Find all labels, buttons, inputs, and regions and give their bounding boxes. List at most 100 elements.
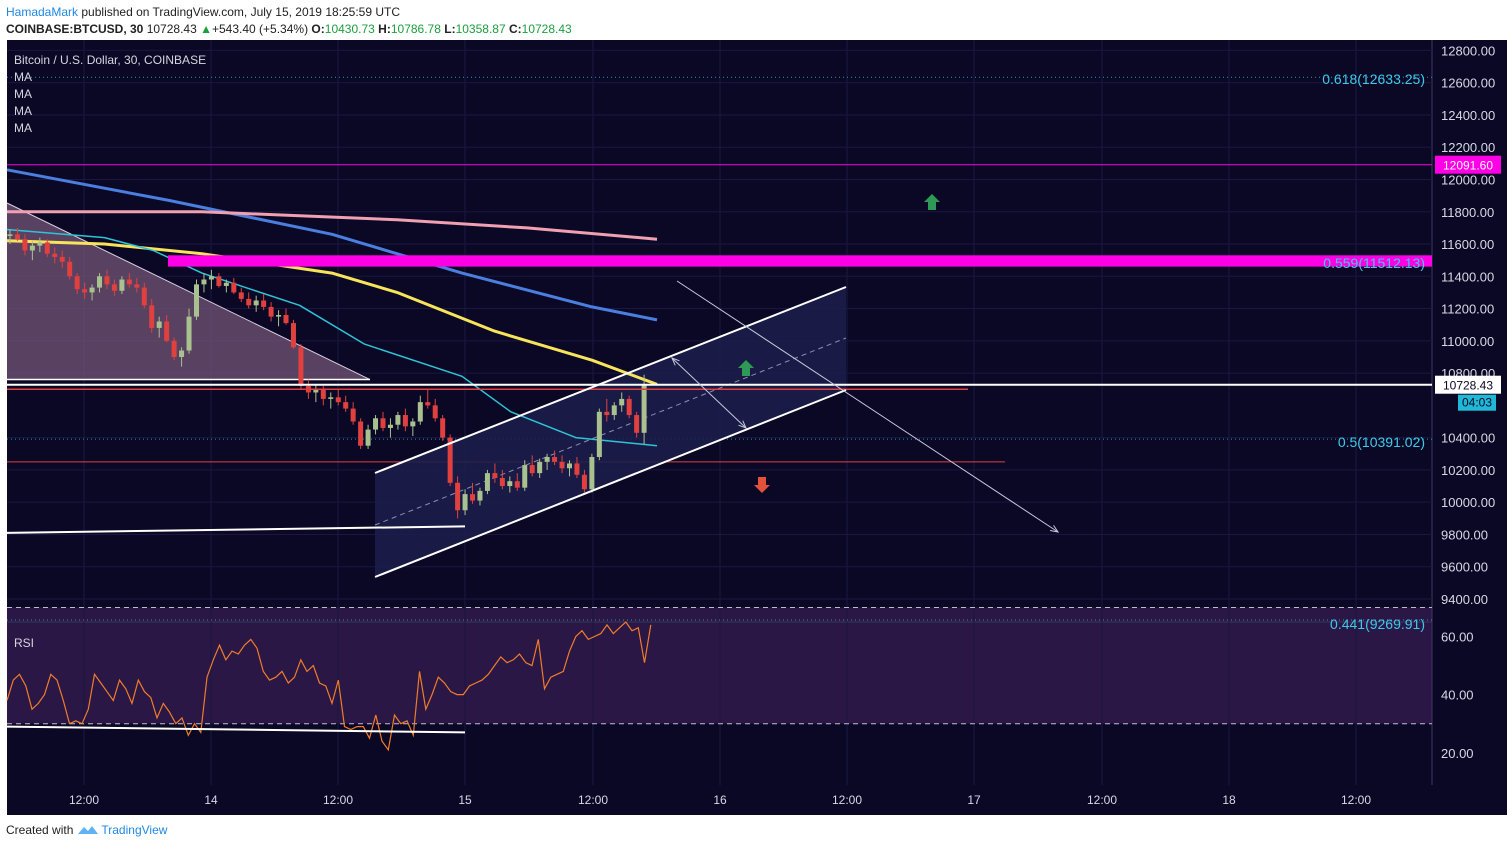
triangle-top-line	[6, 202, 371, 381]
candle-up	[186, 316, 192, 351]
high-label: H:	[378, 22, 391, 36]
price-change: +543.40 (+5.34%)	[212, 22, 309, 36]
level-price-label: 12091.60	[1443, 159, 1493, 173]
candle-down	[238, 292, 244, 299]
moving-average-cyan	[6, 228, 658, 447]
candle-down	[335, 397, 341, 403]
candle-up	[410, 421, 416, 427]
candle-up	[328, 397, 334, 399]
candle-up	[7, 234, 13, 236]
time-tick-label: 18	[1222, 793, 1236, 807]
fib-label-0559-obscured: 0.559(11512.13)	[1323, 255, 1425, 271]
candle-down	[455, 482, 461, 511]
time-tick-label: 12:00	[832, 793, 862, 807]
candle-down	[604, 411, 610, 416]
price-tick-label: 10000.00	[1441, 495, 1495, 510]
rsi-tick-label: 20.00	[1441, 746, 1474, 761]
high-value: 10786.78	[390, 22, 441, 36]
candle-up	[373, 418, 379, 430]
rsi-line	[6, 621, 652, 752]
arrow-head	[671, 357, 680, 366]
candle-up	[97, 276, 103, 288]
price-tick-label: 11800.00	[1441, 205, 1494, 220]
candle-up	[619, 398, 625, 406]
time-tick-label: 17	[967, 793, 981, 807]
candle-down	[626, 398, 632, 416]
tradingview-brand-link[interactable]: TradingView	[101, 823, 168, 837]
candle-down	[559, 461, 565, 469]
price-tick-label: 11000.00	[1441, 334, 1494, 349]
last-price-label: 10728.43	[1443, 379, 1493, 393]
ma-label-3: MA	[14, 104, 32, 118]
candle-up	[537, 461, 543, 474]
candle-down	[574, 463, 580, 475]
candle-up	[276, 315, 282, 317]
candle-up	[462, 494, 468, 511]
chart-canvas[interactable]: 12800.00 12600.00 12400.00 12200.00 12000.00…	[0, 40, 1507, 815]
candle-up	[484, 473, 490, 491]
candle-up	[395, 415, 401, 425]
ma-label-1: MA	[14, 70, 32, 84]
candle-down	[552, 457, 558, 462]
candle-up	[387, 424, 393, 428]
candle-down	[283, 315, 289, 324]
time-tick-label: 12:00	[69, 793, 99, 807]
candle-down	[470, 494, 476, 501]
candle-down	[358, 421, 364, 446]
candle-down	[432, 405, 438, 419]
candle-up	[313, 389, 319, 393]
support-line-white	[6, 525, 466, 534]
candle-up	[589, 457, 595, 490]
price-tick-label: 12200.00	[1441, 140, 1495, 155]
price-tick-label: 11200.00	[1441, 302, 1494, 317]
publish-info: HamadaMark published on TradingView.com,…	[6, 5, 400, 19]
ma-label-4: MA	[14, 121, 32, 135]
time-tick-label: 12:00	[1341, 793, 1371, 807]
price-tick-label: 10400.00	[1441, 431, 1495, 446]
down-arrow-icon	[754, 477, 770, 493]
candle-up	[544, 457, 550, 462]
arrow-head	[738, 420, 747, 429]
time-tick-label: 12:00	[1087, 793, 1117, 807]
low-label: L:	[444, 22, 456, 36]
channel-width-arrow	[671, 357, 747, 429]
candle-down	[231, 282, 237, 293]
time-axis-bg	[7, 785, 1432, 815]
candle-up	[253, 300, 259, 306]
projection-arrow-down	[676, 280, 1059, 533]
rsi-tick-label: 40.00	[1441, 688, 1474, 703]
candle-up	[596, 411, 602, 458]
candle-down	[320, 389, 326, 399]
open-label: O:	[311, 22, 325, 36]
candle-down	[74, 276, 80, 290]
price-tick-label: 9400.00	[1441, 592, 1488, 607]
moving-average-yellow	[6, 239, 658, 386]
candle-up	[208, 276, 214, 280]
price-tick-label: 9800.00	[1441, 527, 1488, 542]
candle-down	[290, 323, 296, 348]
candle-up	[29, 245, 35, 251]
ma-label-2: MA	[14, 87, 32, 101]
candle-down	[425, 402, 431, 406]
candle-down	[529, 465, 535, 474]
candle-down	[104, 276, 110, 285]
fib-label-0441: 0.441(9269.91)	[1330, 616, 1425, 632]
chart-title: Bitcoin / U.S. Dollar, 30, COINBASE	[14, 53, 206, 67]
rsi-divergence-line	[6, 725, 466, 734]
time-tick-label: 16	[713, 793, 727, 807]
candle-up	[611, 405, 617, 416]
candle-up	[223, 282, 229, 286]
candle-down	[111, 284, 117, 291]
author-link[interactable]: HamadaMark	[6, 5, 79, 19]
time-tick-label: 12:00	[323, 793, 353, 807]
candle-up	[641, 384, 647, 433]
candle-down	[141, 287, 147, 306]
candle-down	[14, 234, 20, 240]
candle-up	[477, 490, 483, 501]
moving-average-pink	[7, 210, 658, 241]
rsi-tick-label: 60.00	[1441, 630, 1474, 645]
candle-down	[216, 276, 222, 286]
close-label: C:	[508, 22, 522, 36]
publish-header: HamadaMark published on TradingView.com,…	[0, 0, 1507, 40]
candle-up	[89, 287, 95, 293]
